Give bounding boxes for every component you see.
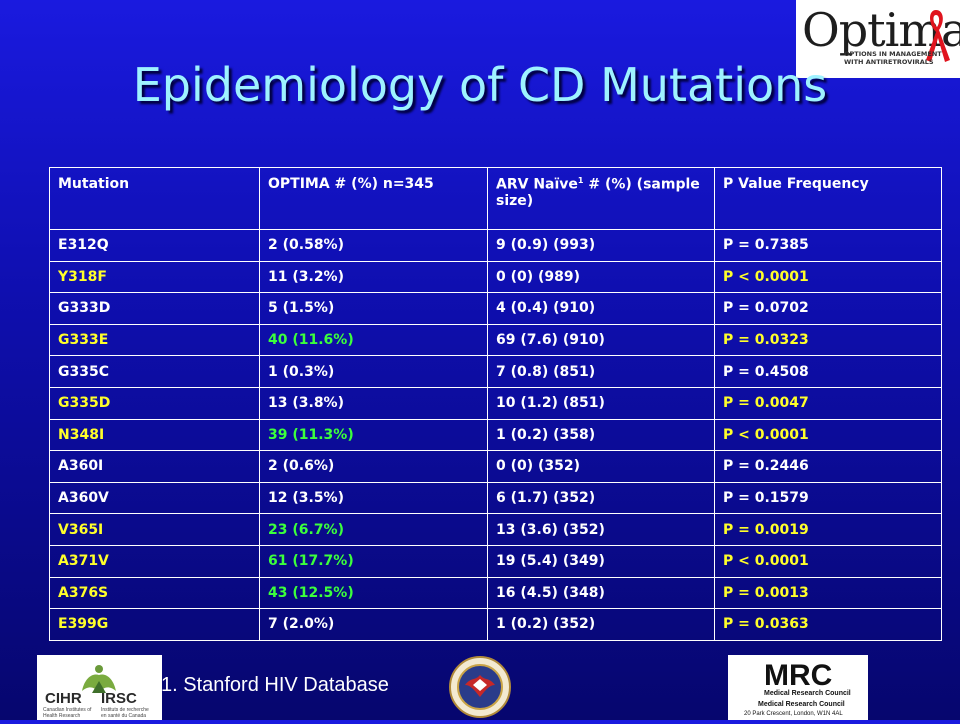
cell-arv-naive: 19 (5.4) (349)	[487, 544, 715, 578]
svg-text:CIHR: CIHR	[45, 690, 82, 707]
red-ribbon-icon	[926, 10, 950, 62]
header-arv-naive: ARV Naïve1 # (%) (sample size)	[487, 167, 715, 230]
cell-optima: 12 (3.5%)	[259, 481, 488, 515]
cell-arv-naive: 1 (0.2) (352)	[487, 608, 715, 641]
cell-arv-naive: 1 (0.2) (358)	[487, 418, 715, 452]
cell-arv-naive: 10 (1.2) (851)	[487, 386, 715, 420]
cell-arv-naive: 4 (0.4) (910)	[487, 292, 715, 325]
cihr-leaf-icon: CIHR IRSC Canadian Institutes of Health …	[43, 665, 149, 719]
cell-p-value: P = 0.0019	[714, 513, 942, 546]
table-row: A360V 12 (3.5%) 6 (1.7) (352) P = 0.1579	[49, 481, 942, 515]
cell-p-value: P = 0.0702	[714, 292, 942, 325]
table-row: A360I 2 (0.6%) 0 (0) (352) P = 0.2446	[49, 450, 942, 483]
table-row: A376S 43 (12.5%) 16 (4.5) (348) P = 0.0013	[49, 576, 942, 610]
svg-text:IRSC: IRSC	[101, 690, 137, 707]
header-optima: OPTIMA # (%) n=345	[259, 167, 488, 230]
cell-mutation: V365I	[49, 513, 260, 546]
cell-arv-naive: 16 (4.5) (348)	[487, 576, 715, 610]
svg-text:Medical Research Council: Medical Research Council	[764, 690, 851, 697]
cell-optima: 1 (0.3%)	[259, 355, 488, 388]
cell-p-value: P = 0.0363	[714, 608, 942, 641]
va-seal-icon	[445, 655, 515, 720]
cell-arv-naive: 0 (0) (989)	[487, 260, 715, 294]
optima-logo-tagline: OPTIONS IN MANAGEMENT WITH ANTIRETROVIRA…	[844, 50, 942, 66]
cell-mutation: Y318F	[49, 260, 260, 294]
cell-mutation: E399G	[49, 608, 260, 641]
cell-p-value: P = 0.2446	[714, 450, 942, 483]
svg-text:Health Research: Health Research	[43, 713, 80, 719]
cell-arv-naive: 7 (0.8) (851)	[487, 355, 715, 388]
cell-optima: 40 (11.6%)	[259, 323, 488, 357]
svg-text:en santé du Canada: en santé du Canada	[101, 713, 146, 719]
cell-p-value: P = 0.1579	[714, 481, 942, 515]
cell-arv-naive: 69 (7.6) (910)	[487, 323, 715, 357]
optima-logo: Optima OPTIONS IN MANAGEMENT WITH ANTIRE…	[796, 0, 960, 78]
svg-text:MRC: MRC	[764, 659, 832, 692]
cell-arv-naive: 0 (0) (352)	[487, 450, 715, 483]
cell-p-value: P = 0.4508	[714, 355, 942, 388]
cell-mutation: A376S	[49, 576, 260, 610]
cell-optima: 2 (0.58%)	[259, 229, 488, 262]
cell-mutation: A371V	[49, 544, 260, 578]
cell-mutation: G335D	[49, 386, 260, 420]
cell-arv-naive: 6 (1.7) (352)	[487, 481, 715, 515]
cell-mutation: N348I	[49, 418, 260, 452]
table-row: G335D 13 (3.8%) 10 (1.2) (851) P = 0.0047	[49, 386, 942, 420]
mrc-logo: MRC Medical Research Council Medical Res…	[728, 655, 868, 720]
cihr-logo: CIHR IRSC Canadian Institutes of Health …	[37, 655, 162, 720]
table-row: E312Q 2 (0.58%) 9 (0.9) (993) P = 0.7385	[49, 229, 942, 262]
cell-p-value: P < 0.0001	[714, 544, 942, 578]
cell-optima: 7 (2.0%)	[259, 608, 488, 641]
cell-p-value: P = 0.7385	[714, 229, 942, 262]
cell-mutation: G335C	[49, 355, 260, 388]
svg-text:Medical Research Council: Medical Research Council	[758, 701, 845, 708]
footnote: 1. Stanford HIV Database	[161, 674, 389, 696]
cell-mutation: A360I	[49, 450, 260, 483]
cell-arv-naive: 9 (0.9) (993)	[487, 229, 715, 262]
slide-title: Epidemiology of CD Mutations	[132, 58, 828, 112]
table-row: G333D 5 (1.5%) 4 (0.4) (910) P = 0.0702	[49, 292, 942, 325]
cell-p-value: P < 0.0001	[714, 260, 942, 294]
cell-p-value: P = 0.0013	[714, 576, 942, 610]
table-row: N348I 39 (11.3%) 1 (0.2) (358) P < 0.0001	[49, 418, 942, 452]
cell-mutation: E312Q	[49, 229, 260, 262]
table-row: G335C 1 (0.3%) 7 (0.8) (851) P = 0.4508	[49, 355, 942, 388]
table-row: E399G 7 (2.0%) 1 (0.2) (352) P = 0.0363	[49, 608, 942, 641]
table-row: Y318F 11 (3.2%) 0 (0) (989) P < 0.0001	[49, 260, 942, 294]
table-header-row: Mutation OPTIMA # (%) n=345 ARV Naïve1 #…	[49, 167, 942, 230]
cell-optima: 11 (3.2%)	[259, 260, 488, 294]
cell-mutation: A360V	[49, 481, 260, 515]
mutation-table: Mutation OPTIMA # (%) n=345 ARV Naïve1 #…	[49, 167, 942, 641]
cell-optima: 61 (17.7%)	[259, 544, 488, 578]
table-row: G333E 40 (11.6%) 69 (7.6) (910) P = 0.0323	[49, 323, 942, 357]
cell-mutation: G333E	[49, 323, 260, 357]
header-p-value: P Value Frequency	[714, 167, 942, 230]
cell-arv-naive: 13 (3.6) (352)	[487, 513, 715, 546]
svg-text:Instituts de recherche: Instituts de recherche	[101, 707, 149, 713]
cell-p-value: P = 0.0047	[714, 386, 942, 420]
svg-text:Canadian Institutes of: Canadian Institutes of	[43, 707, 92, 713]
cell-optima: 5 (1.5%)	[259, 292, 488, 325]
cell-optima: 13 (3.8%)	[259, 386, 488, 420]
table-row: V365I 23 (6.7%) 13 (3.6) (352) P = 0.0019	[49, 513, 942, 546]
svg-text:20 Park Crescent, London, W1N: 20 Park Crescent, London, W1N 4AL	[744, 711, 843, 717]
cell-optima: 23 (6.7%)	[259, 513, 488, 546]
cell-p-value: P < 0.0001	[714, 418, 942, 452]
header-mutation: Mutation	[49, 167, 260, 230]
cell-p-value: P = 0.0323	[714, 323, 942, 357]
cell-optima: 39 (11.3%)	[259, 418, 488, 452]
table-row: A371V 61 (17.7%) 19 (5.4) (349) P < 0.0001	[49, 544, 942, 578]
cell-optima: 2 (0.6%)	[259, 450, 488, 483]
cell-optima: 43 (12.5%)	[259, 576, 488, 610]
cell-mutation: G333D	[49, 292, 260, 325]
